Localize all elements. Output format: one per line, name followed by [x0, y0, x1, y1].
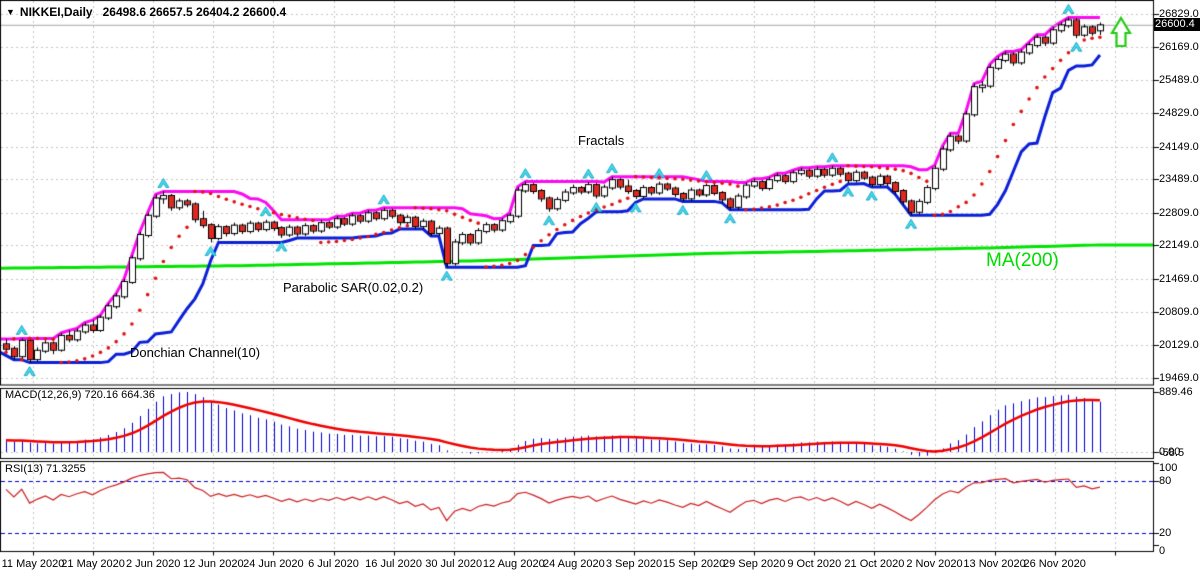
date-axis-label: 2 Jun 2020	[125, 558, 181, 570]
price-axis-tick: 26169.0	[1159, 40, 1199, 53]
macd-indicator-label: MACD(12,26,9) 720.16 664.36	[5, 389, 155, 401]
price-axis-tick: 23489.0	[1159, 173, 1199, 186]
date-axis-label: 12 Jun 2020	[183, 558, 244, 570]
price-axis-tick: 24149.0	[1159, 140, 1199, 153]
date-axis-label: 13 Nov 2020	[963, 558, 1026, 570]
date-axis-label: 29 Sep 2020	[722, 558, 786, 570]
date-axis-label: 6 Jul 2020	[308, 558, 359, 570]
macd-axis-zero: 0.00	[1159, 446, 1181, 458]
date-axis-label: 9 Oct 2020	[787, 558, 842, 570]
rsi-axis-tick: 100	[1159, 462, 1178, 474]
macd-axis-max: 889.46	[1159, 386, 1193, 398]
parabolic-sar-label: Parabolic SAR(0.02,0.2)	[283, 280, 424, 295]
date-axis-label: 15 Sep 2020	[662, 558, 726, 570]
current-price-box: 26600.4	[1154, 18, 1200, 32]
price-axis-tick: 24829.0	[1159, 106, 1199, 119]
date-axis-label: 12 Aug 2020	[482, 558, 545, 570]
rsi-axis-tick: 20	[1159, 527, 1172, 540]
macd-axis-min: -58.5	[1159, 447, 1185, 459]
price-axis-tick: 21469.0	[1159, 273, 1199, 286]
rsi-axis-tick: 0	[1159, 545, 1166, 557]
date-axis-label: 26 Nov 2020	[1023, 558, 1086, 570]
date-axis-label: 24 Aug 2020	[542, 558, 605, 570]
title-ohlc-values: 26498.6 26657.5 26404.2 26600.4	[102, 5, 287, 19]
symbol-name: NIKKEI,Daily	[19, 5, 93, 19]
date-axis-label: 3 Sep 2020	[605, 558, 663, 570]
date-axis-label: 21 May 2020	[61, 558, 125, 570]
date-axis-label: 11 May 2020	[1, 558, 65, 570]
fractals-label: Fractals	[578, 133, 625, 148]
price-axis-tick: 20129.0	[1159, 339, 1199, 352]
price-axis-tick: 26829.0	[1159, 8, 1199, 20]
price-axis-tick: 25489.0	[1159, 74, 1199, 87]
date-axis-label: 24 Jun 2020	[243, 558, 304, 570]
date-axis-label: 21 Oct 2020	[844, 558, 905, 570]
date-axis-label: 16 Jul 2020	[365, 558, 423, 570]
price-axis-tick: 22149.0	[1159, 239, 1199, 252]
price-axis-tick: 20809.0	[1159, 305, 1199, 318]
symbol-dropdown-icon[interactable]: ▼	[6, 7, 15, 17]
chart-title: ▼ NIKKEI,Daily 26498.6 26657.5 26404.2 266…	[6, 5, 286, 19]
price-axis-tick: 22809.0	[1159, 206, 1199, 219]
donchian-label: Donchian Channel(10)	[130, 345, 261, 360]
date-axis-label: 30 Jul 2020	[425, 558, 483, 570]
rsi-indicator-label: RSI(13) 71.3255	[5, 463, 86, 475]
ma200-label: MA(200)	[986, 250, 1059, 271]
rsi-axis-tick: 80	[1159, 474, 1172, 487]
date-axis-label: 2 Nov 2020	[906, 558, 963, 570]
price-axis-tick: 19469.0	[1159, 372, 1199, 384]
